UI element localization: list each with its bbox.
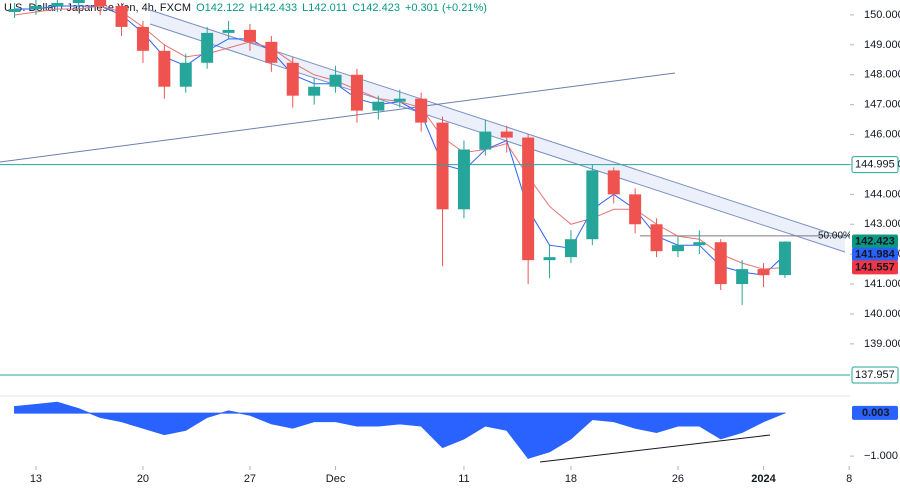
channel-top bbox=[149, 9, 846, 239]
channel-bottom bbox=[149, 23, 846, 253]
ohlc-open: O142.122 bbox=[196, 2, 245, 14]
candle-body bbox=[51, 2, 64, 6]
change: +0.301 (+0.21%) bbox=[404, 2, 487, 14]
candle-body bbox=[243, 29, 256, 42]
x-tick-label: Dec bbox=[326, 473, 346, 485]
candle-body bbox=[500, 131, 513, 138]
osc-value-box bbox=[852, 405, 898, 420]
candle-body bbox=[629, 194, 642, 225]
x-tick-label: 18 bbox=[565, 473, 577, 485]
y-tick-label: 149.000 bbox=[864, 39, 900, 51]
candle-body bbox=[693, 242, 706, 246]
candle-body bbox=[650, 224, 663, 252]
level-label-box bbox=[851, 366, 899, 384]
oscillator-area bbox=[14, 401, 786, 459]
candle-body bbox=[136, 26, 149, 51]
candle-body bbox=[308, 86, 321, 96]
y-tick-label: 140.000 bbox=[864, 308, 900, 320]
level-label: 144.995 bbox=[855, 159, 895, 171]
osc-value-label: 0.003 bbox=[862, 407, 890, 419]
y-tick-label: 146.000 bbox=[864, 128, 900, 140]
price-label-box bbox=[852, 234, 898, 249]
candle-body bbox=[158, 50, 171, 87]
price-label: 142.423 bbox=[855, 235, 895, 247]
osc-tick-label: −1.000 bbox=[864, 450, 898, 462]
candle-body bbox=[201, 32, 214, 63]
x-tick-label: 26 bbox=[672, 473, 684, 485]
y-tick-label: 144.000 bbox=[864, 188, 900, 200]
x-tick-label: 13 bbox=[30, 473, 42, 485]
candle-body bbox=[115, 5, 128, 27]
channel-fill bbox=[150, 10, 845, 252]
candle-body bbox=[94, 0, 107, 6]
ohlc-high: H142.433 bbox=[249, 2, 298, 14]
candle-body bbox=[607, 170, 620, 195]
candle-body bbox=[29, 5, 42, 9]
level-label: 137.957 bbox=[855, 369, 895, 381]
candle-body bbox=[714, 242, 727, 285]
y-tick-label: 150.000 bbox=[864, 9, 900, 21]
moving-average bbox=[14, 5, 786, 276]
candle-body bbox=[72, 0, 85, 3]
candle-body bbox=[350, 74, 363, 111]
y-tick-label: 147.000 bbox=[864, 99, 900, 111]
candle-body bbox=[179, 62, 192, 87]
x-tick-label: 11 bbox=[458, 473, 469, 485]
candle-body bbox=[757, 269, 770, 276]
candle-body bbox=[329, 74, 342, 87]
candle-body bbox=[671, 245, 684, 252]
price-label: 141.557 bbox=[855, 261, 895, 273]
x-tick-label: 8 bbox=[846, 473, 852, 485]
x-tick-label: 20 bbox=[137, 473, 149, 485]
moving-average bbox=[14, 5, 785, 270]
y-tick-label: 141.000 bbox=[864, 278, 900, 290]
candle-body bbox=[286, 62, 299, 96]
trendline bbox=[0, 72, 676, 163]
y-tick-label: 148.000 bbox=[864, 69, 900, 81]
candle-body bbox=[479, 131, 492, 150]
divergence-line bbox=[539, 434, 771, 463]
ohlc-low: L142.011 bbox=[302, 2, 348, 14]
candle-body bbox=[736, 269, 749, 285]
price-label: 141.984 bbox=[855, 249, 896, 261]
fib-label: 50.00% bbox=[818, 231, 852, 242]
candle-body bbox=[436, 122, 449, 210]
x-tick-label: 2024 bbox=[751, 473, 776, 485]
candle-body bbox=[415, 98, 428, 123]
y-tick-label: 143.000 bbox=[864, 218, 900, 230]
x-tick-label: 27 bbox=[244, 473, 256, 485]
candle-body bbox=[8, 8, 21, 12]
candle-body bbox=[543, 257, 556, 261]
symbol: U.S. Dollar / Japanese Yen, 4h, FXCM bbox=[4, 2, 192, 14]
price-label-box bbox=[852, 247, 898, 262]
level-label-box bbox=[851, 156, 899, 174]
oscillator-pane bbox=[14, 401, 786, 463]
candle-body bbox=[586, 170, 599, 240]
candle-body bbox=[265, 41, 278, 63]
candle-body bbox=[393, 98, 406, 102]
candle-body bbox=[778, 241, 791, 276]
candle-body bbox=[457, 149, 470, 210]
candle-body bbox=[222, 29, 235, 33]
candle-body bbox=[564, 239, 577, 258]
price-label-box bbox=[852, 260, 898, 275]
y-tick-label: 139.000 bbox=[864, 338, 900, 350]
candle-body bbox=[522, 137, 535, 261]
ohlc-close: C142.423 bbox=[352, 2, 400, 14]
price-pane: 50.00% bbox=[0, 0, 852, 305]
candle-body bbox=[372, 101, 385, 111]
